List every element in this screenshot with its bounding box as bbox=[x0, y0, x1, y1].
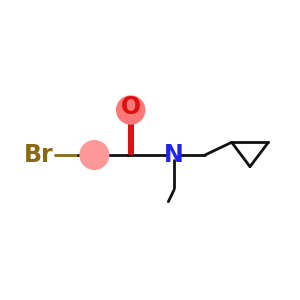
Text: O: O bbox=[121, 95, 141, 119]
Circle shape bbox=[80, 141, 109, 169]
Text: Br: Br bbox=[23, 143, 53, 167]
Text: N: N bbox=[164, 143, 184, 167]
Circle shape bbox=[117, 96, 145, 124]
